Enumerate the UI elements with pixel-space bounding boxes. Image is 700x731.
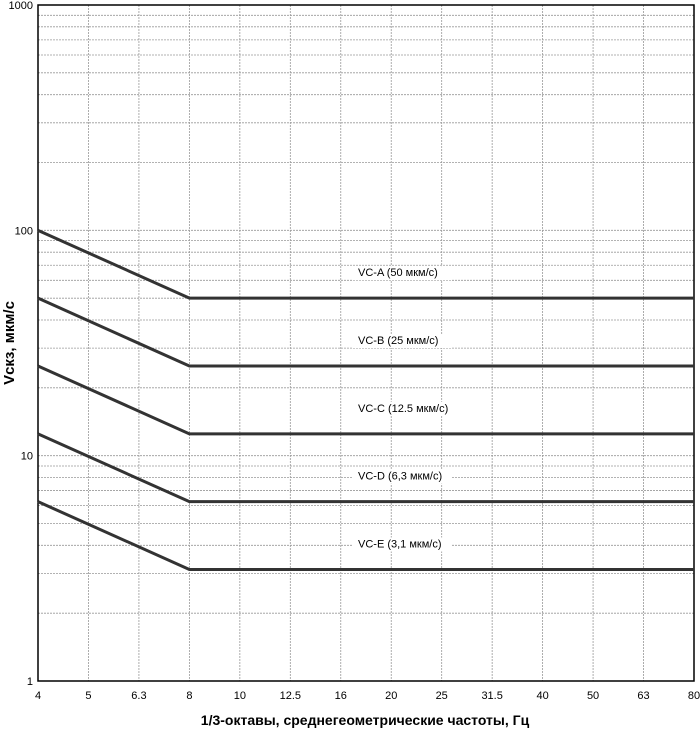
y-tick-label: 10 [21,451,33,463]
x-tick-label: 8 [186,690,192,702]
series-line-0 [37,228,694,300]
series-lines [37,228,694,571]
x-tick-label: 50 [587,690,599,702]
y-axis-title: Vскз, мкм/с [1,301,18,385]
plot-frame [37,4,695,682]
x-tick-label: 31.5 [481,690,502,702]
x-tick-label: 5 [85,690,91,702]
x-tick-label: 4 [35,690,41,702]
x-tick-label: 80 [688,690,700,702]
series-label-bg [352,266,452,281]
series-line-1 [37,296,694,368]
y-tick-label: 1 [27,676,33,688]
series-label-bg [352,469,452,484]
x-tick-label: 40 [536,690,548,702]
x-tick-label: 10 [234,690,246,702]
x-tick-label: 12.5 [280,690,301,702]
series-label-bg [352,401,452,416]
series-label: VC-B (25 мкм/с) [358,335,438,347]
series-label-bg [352,537,452,552]
tick-labels: 4 5 6.3 8 10 12.5 16 20 25 31.5 40 50 63 80 1 10 100 1000 [9,0,700,702]
series-line-4 [37,500,694,571]
series-label: VC-C (12.5 мкм/с) [358,403,448,415]
x-tick-label: 25 [436,690,448,702]
series-line-3 [37,432,694,504]
y-tick-label: 100 [15,225,33,237]
series-label: VC-D (6,3 мкм/с) [358,471,442,483]
x-tick-label: 16 [335,690,347,702]
x-tick-label: 63 [637,690,649,702]
series-line-2 [37,364,694,436]
series-labels: VC-A (50 мкм/с) VC-B (25 мкм/с) VC-C (12.5… [352,266,452,552]
x-tick-label: 20 [385,690,397,702]
series-label: VC-E (3,1 мкм/с) [358,538,442,550]
y-tick-label: 1000 [9,0,33,12]
series-label-bg [352,333,452,348]
series-label: VC-A (50 мкм/с) [358,267,438,279]
x-tick-label: 6.3 [131,690,146,702]
x-axis-title: 1/3-октавы, среднегеометрические частоты… [201,712,530,728]
